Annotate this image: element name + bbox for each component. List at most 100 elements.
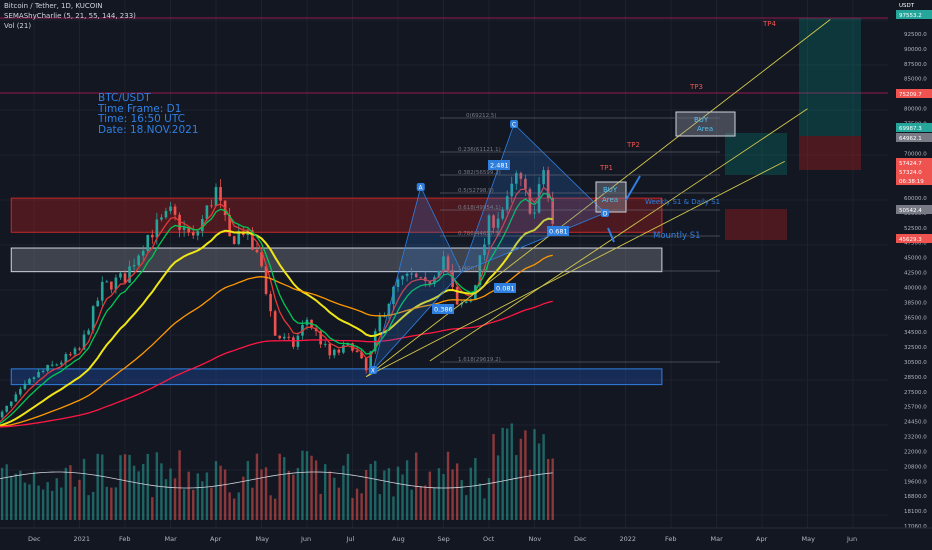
- fib-level-label: 1.618(29619.2): [458, 357, 501, 363]
- volume-bar: [278, 453, 281, 520]
- volume-bar: [196, 473, 199, 520]
- volume-bar: [437, 468, 441, 520]
- candle-body: [364, 358, 368, 371]
- candle-body: [69, 354, 72, 356]
- volume-bar: [305, 451, 309, 520]
- pattern-point-badge: [416, 183, 425, 191]
- volume-bar: [233, 498, 236, 520]
- y-tick-label: 27500.0: [904, 390, 927, 396]
- price-badge: [896, 10, 932, 19]
- buy-area-upper-label-2: Area: [697, 125, 713, 133]
- volume-bar: [483, 498, 486, 520]
- volume-bar: [151, 497, 154, 520]
- candle-body: [333, 349, 336, 356]
- x-tick-label: Apr: [210, 535, 222, 543]
- weekly-daily-s1-label: Weekly S1 & Daily S1: [645, 198, 720, 206]
- up-arrow-1: [625, 175, 641, 201]
- candle-body: [464, 301, 468, 303]
- candle-body: [287, 336, 291, 338]
- volume-bar: [433, 487, 436, 520]
- tp3-label: TP3: [689, 83, 703, 91]
- volume-bar: [210, 487, 213, 520]
- volume-bar: [219, 465, 222, 520]
- volume-bar: [333, 477, 336, 520]
- price-badge-label: 75209.7: [899, 92, 922, 98]
- volume-bar: [510, 423, 513, 520]
- x-tick-label: Sep: [438, 535, 450, 543]
- drawings: [365, 19, 831, 378]
- candle-body: [328, 343, 332, 356]
- volume-bar: [374, 460, 377, 520]
- long-profit-box-2: [799, 18, 861, 136]
- volume-bar: [542, 434, 545, 520]
- candle-body: [37, 371, 40, 378]
- candle-body: [342, 345, 345, 353]
- volume-bar: [392, 496, 395, 520]
- price-badge-label: 97553.2: [899, 13, 922, 19]
- volume-bar: [396, 466, 400, 520]
- volume-bar: [364, 470, 368, 520]
- y-tick-label: 19600.0: [904, 479, 927, 485]
- fib-level-label: 0.786(44657.5): [458, 231, 501, 237]
- candle-body: [219, 186, 222, 201]
- volume-bar: [324, 464, 327, 520]
- volume-bar: [169, 468, 172, 520]
- candle-body: [96, 300, 99, 307]
- volume-legend[interactable]: Vol (21): [4, 22, 32, 30]
- candle-body: [137, 255, 140, 266]
- candle-body: [210, 205, 213, 207]
- ema-55-line: [0, 254, 553, 428]
- volume-bar: [173, 478, 177, 520]
- fib-level-label: 0(69212.5): [466, 113, 497, 119]
- candle-body: [182, 227, 186, 230]
- candle-body: [87, 330, 90, 335]
- fib-level-label: 0.236(61121.1): [458, 147, 501, 153]
- volume-bar: [319, 493, 322, 520]
- candle-body: [428, 281, 432, 285]
- y-axis: 92500.090000.087500.085000.082500.080000…: [888, 0, 932, 530]
- buy-area-upper-label-1: BUY: [694, 116, 709, 124]
- volume-bar: [360, 493, 363, 520]
- candle-body: [337, 349, 341, 353]
- y-tick-label: 47500.0: [904, 241, 927, 247]
- volume-bar: [78, 479, 81, 520]
- candle-body: [237, 231, 241, 245]
- tp2-label: TP2: [626, 141, 640, 149]
- candle-body: [123, 273, 127, 283]
- volume-bar: [178, 450, 181, 520]
- x-tick-label: Feb: [665, 535, 677, 543]
- price-badge: [896, 0, 932, 9]
- y-tick-label: 24450.0: [904, 420, 927, 426]
- volume-bar: [551, 458, 554, 520]
- harmonic-ratio-label: 2.481: [490, 162, 509, 170]
- volume-bar: [228, 492, 231, 520]
- x-tick-label: Mar: [711, 535, 724, 543]
- volume-bar: [37, 485, 40, 520]
- price-badge-label: 50542.4: [899, 208, 922, 214]
- volume-bar: [205, 472, 209, 520]
- volume-bar: [41, 489, 45, 520]
- price-badge-label: 64962.1: [899, 136, 922, 142]
- volume-bar: [192, 489, 195, 520]
- price-badge-label: 06:38:19: [899, 179, 924, 185]
- x-axis: Dec 2021 Feb Mar Apr May Jun Jul Aug Sep Oct Nov Dec…: [0, 527, 932, 550]
- volume-bar: [51, 490, 54, 520]
- candle-body: [533, 212, 536, 214]
- volume-bar: [419, 486, 422, 520]
- candle-body: [100, 281, 104, 301]
- indicator-legend[interactable]: SEMAShyCharlie (5, 21, 55, 144, 233): [4, 12, 136, 20]
- volume-bar: [69, 465, 72, 520]
- y-tick-label: 23200.0: [904, 435, 927, 441]
- y-tick-label: 60000.0: [904, 196, 927, 202]
- candle-body: [319, 331, 322, 345]
- candle-body: [501, 209, 504, 219]
- chart-grid: [0, 0, 899, 528]
- ema-21-line: [0, 217, 553, 427]
- candle-body: [214, 186, 218, 207]
- volume-bar: [524, 430, 527, 520]
- x-tick-label: 2022: [620, 535, 637, 543]
- y-tick-label: 40000.0: [904, 285, 927, 291]
- info-note: BTC/USDT Time Frame: D1 Time: 16:50 UTC …: [98, 93, 199, 135]
- volume-bar: [273, 498, 277, 520]
